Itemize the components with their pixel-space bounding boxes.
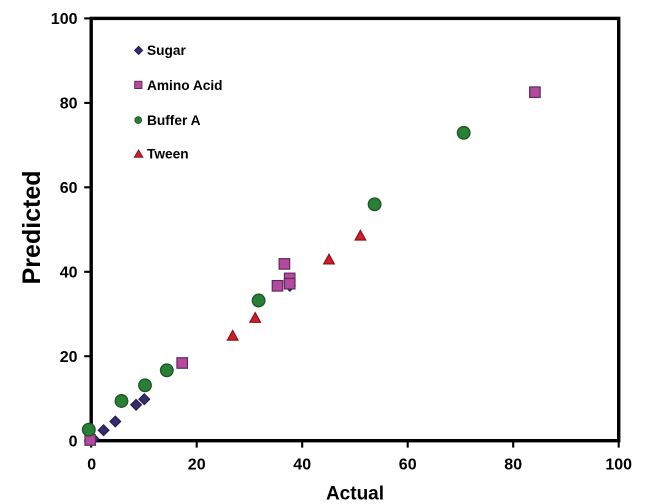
svg-text:20: 20 bbox=[188, 457, 206, 474]
svg-text:0: 0 bbox=[87, 457, 96, 474]
svg-text:80: 80 bbox=[504, 457, 522, 474]
svg-text:0: 0 bbox=[69, 433, 78, 450]
svg-text:80: 80 bbox=[60, 96, 78, 113]
svg-text:Actual: Actual bbox=[326, 484, 384, 504]
svg-text:60: 60 bbox=[60, 180, 78, 197]
svg-text:Buffer A: Buffer A bbox=[147, 113, 201, 128]
svg-text:20: 20 bbox=[60, 349, 78, 366]
svg-text:100: 100 bbox=[605, 457, 632, 474]
svg-text:40: 40 bbox=[60, 264, 78, 281]
svg-text:40: 40 bbox=[293, 457, 311, 474]
svg-text:Predicted: Predicted bbox=[18, 170, 46, 284]
svg-text:Tween: Tween bbox=[147, 146, 189, 161]
svg-text:Amino Acid: Amino Acid bbox=[147, 78, 223, 93]
svg-text:Sugar: Sugar bbox=[147, 43, 186, 58]
svg-text:100: 100 bbox=[51, 11, 78, 28]
svg-text:60: 60 bbox=[399, 457, 417, 474]
